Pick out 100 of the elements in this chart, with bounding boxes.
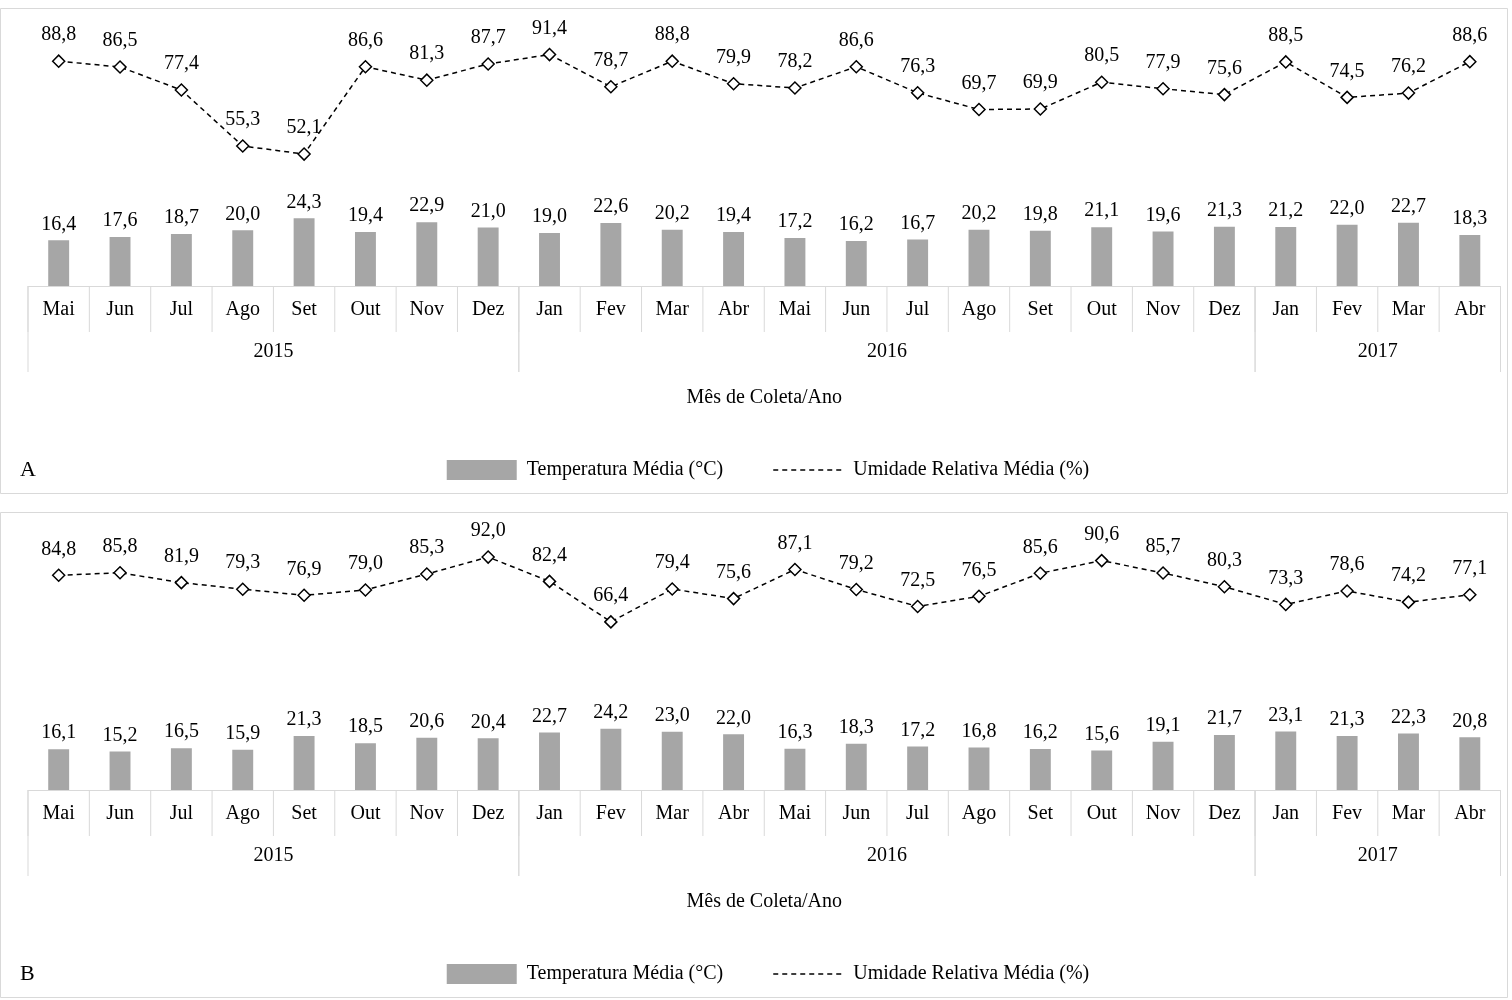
- point: [1033, 102, 1048, 116]
- data-label: 21,1: [1084, 198, 1120, 221]
- point: [1340, 90, 1354, 105]
- x-tick-label: Out: [350, 801, 381, 824]
- data-label: 82,4: [532, 542, 568, 565]
- point: [1217, 87, 1232, 102]
- x-tick-label: Jan: [1272, 801, 1300, 824]
- data-label: 79,2: [838, 550, 874, 573]
- data-label: 79,4: [654, 550, 690, 573]
- bar: [416, 737, 438, 790]
- data-label: 69,7: [961, 70, 997, 93]
- point: [174, 575, 189, 590]
- point: [1156, 566, 1170, 580]
- point: [1463, 588, 1477, 602]
- bar: [784, 238, 806, 286]
- point: [665, 582, 679, 596]
- bar: [354, 231, 376, 286]
- bar: [907, 746, 929, 790]
- data-label: 24,3: [286, 189, 322, 212]
- text: 2015: [253, 339, 294, 362]
- bar: [48, 749, 70, 790]
- point: [1217, 579, 1232, 594]
- data-label: 66,4: [593, 583, 629, 606]
- point: [849, 60, 864, 74]
- x-tick-label: Abr: [1454, 801, 1486, 824]
- legend-label: Umidade Relativa Média (%): [853, 457, 1090, 481]
- bar: [1213, 735, 1235, 790]
- bar: [600, 223, 622, 286]
- x-tick-label: Out: [350, 297, 381, 320]
- point: [420, 73, 434, 87]
- data-label: 91,4: [532, 15, 568, 38]
- x-tick-label: Fev: [595, 801, 626, 824]
- point: [235, 139, 250, 153]
- data-label: 15,9: [225, 720, 261, 743]
- x-tick-label: Ago: [961, 297, 997, 321]
- point: [1401, 595, 1416, 609]
- x-tick-label: Set: [1027, 297, 1054, 320]
- point: [726, 76, 741, 91]
- data-label: 23,0: [654, 703, 690, 726]
- data-label: 22,3: [1390, 704, 1426, 727]
- point: [1156, 82, 1170, 96]
- data-label: 86,6: [838, 27, 874, 50]
- bar: [416, 222, 438, 286]
- point: [1094, 553, 1109, 568]
- point: [726, 591, 741, 606]
- data-label: 79,3: [225, 550, 261, 573]
- point: [51, 54, 66, 68]
- point: [1094, 75, 1109, 89]
- data-label: 76,2: [1390, 54, 1426, 77]
- data-label: 17,6: [102, 208, 138, 231]
- data-label: 85,6: [1022, 534, 1058, 557]
- data-label: 18,5: [347, 714, 383, 737]
- bar: [539, 233, 560, 286]
- data-label: 85,3: [409, 535, 445, 558]
- bar: [1091, 227, 1113, 286]
- legend-label: Temperatura Média (°C): [526, 457, 724, 481]
- data-label: 92,0: [470, 518, 506, 541]
- data-label: 21,2: [1268, 198, 1304, 221]
- bar: [48, 240, 70, 286]
- point: [1463, 54, 1477, 69]
- data-label: 18,3: [1452, 206, 1488, 229]
- x-tick-label: Nov: [409, 297, 445, 320]
- data-label: 15,6: [1084, 721, 1120, 744]
- bar: [109, 236, 131, 286]
- data-label: 76,5: [961, 557, 997, 580]
- bar: [1091, 750, 1113, 790]
- data-label: 19,6: [1145, 202, 1181, 225]
- x-tick-label: Mai: [778, 801, 812, 824]
- bar: [1459, 737, 1481, 790]
- data-label: 77,1: [1452, 556, 1488, 579]
- data-label: 77,9: [1145, 50, 1181, 73]
- point: [481, 550, 495, 564]
- data-label: 21,3: [1206, 197, 1242, 220]
- x-tick-label: Out: [1086, 801, 1118, 824]
- data-label: 21,7: [1206, 706, 1242, 729]
- data-label: 19,4: [716, 203, 752, 226]
- data-label: 16,2: [1022, 720, 1058, 743]
- point: [297, 147, 311, 161]
- data-label: 22,9: [409, 193, 445, 216]
- x-tick-label: Jul: [169, 801, 194, 824]
- text: B: [20, 959, 35, 985]
- x-tick-label: Set: [291, 297, 318, 320]
- data-label: 16,2: [838, 212, 874, 235]
- point: [972, 102, 986, 117]
- bar: [170, 748, 192, 790]
- data-label: 78,6: [1329, 552, 1365, 575]
- point: [972, 589, 986, 604]
- point: [910, 599, 925, 614]
- bar: [1029, 230, 1051, 286]
- data-label: 19,0: [532, 204, 568, 227]
- data-label: 20,6: [409, 709, 445, 732]
- data-label: 19,1: [1145, 712, 1181, 735]
- point: [358, 60, 373, 74]
- data-label: 22,6: [593, 194, 629, 217]
- x-tick-label: Nov: [1145, 801, 1181, 824]
- data-label: 21,3: [1329, 707, 1365, 730]
- point: [358, 583, 373, 597]
- data-label: 76,3: [900, 54, 936, 77]
- data-label: 85,7: [1145, 534, 1181, 557]
- bar: [968, 747, 990, 790]
